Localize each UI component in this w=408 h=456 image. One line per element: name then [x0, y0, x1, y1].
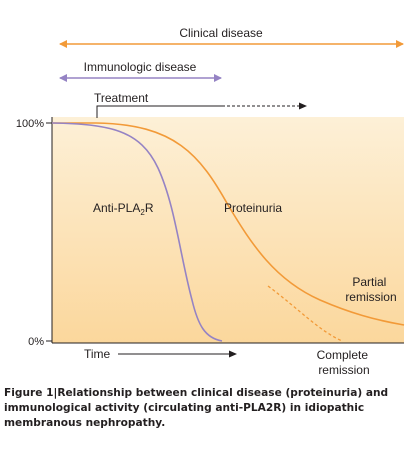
caption-separator: |	[53, 387, 58, 399]
complete-remission-curve	[267, 285, 343, 342]
y-label-0: 0%	[28, 336, 44, 348]
treatment-label: Treatment	[94, 91, 149, 105]
partial-remission-label: Partial remission	[345, 275, 396, 304]
figure-caption: Figure 1|Relationship between clinical d…	[4, 386, 404, 431]
caption-text: Relationship between clinical disease (p…	[4, 387, 389, 429]
panel-background	[52, 117, 404, 343]
proteinuria-label: Proteinuria	[224, 201, 282, 215]
immunologic-disease-label: Immunologic disease	[84, 60, 197, 74]
treatment-bracket	[96, 105, 222, 118]
time-label: Time	[84, 347, 111, 361]
clinical-disease-label: Clinical disease	[179, 26, 263, 40]
figure-label: Figure 1	[4, 387, 54, 399]
complete-remission-label: Complete remission	[317, 348, 372, 377]
proteinuria-curve	[52, 122, 405, 326]
anti-pla2r-curve	[51, 122, 223, 342]
anti-pla2r-label: Anti-PLA2R	[93, 201, 154, 217]
y-label-100: 100%	[16, 118, 44, 130]
